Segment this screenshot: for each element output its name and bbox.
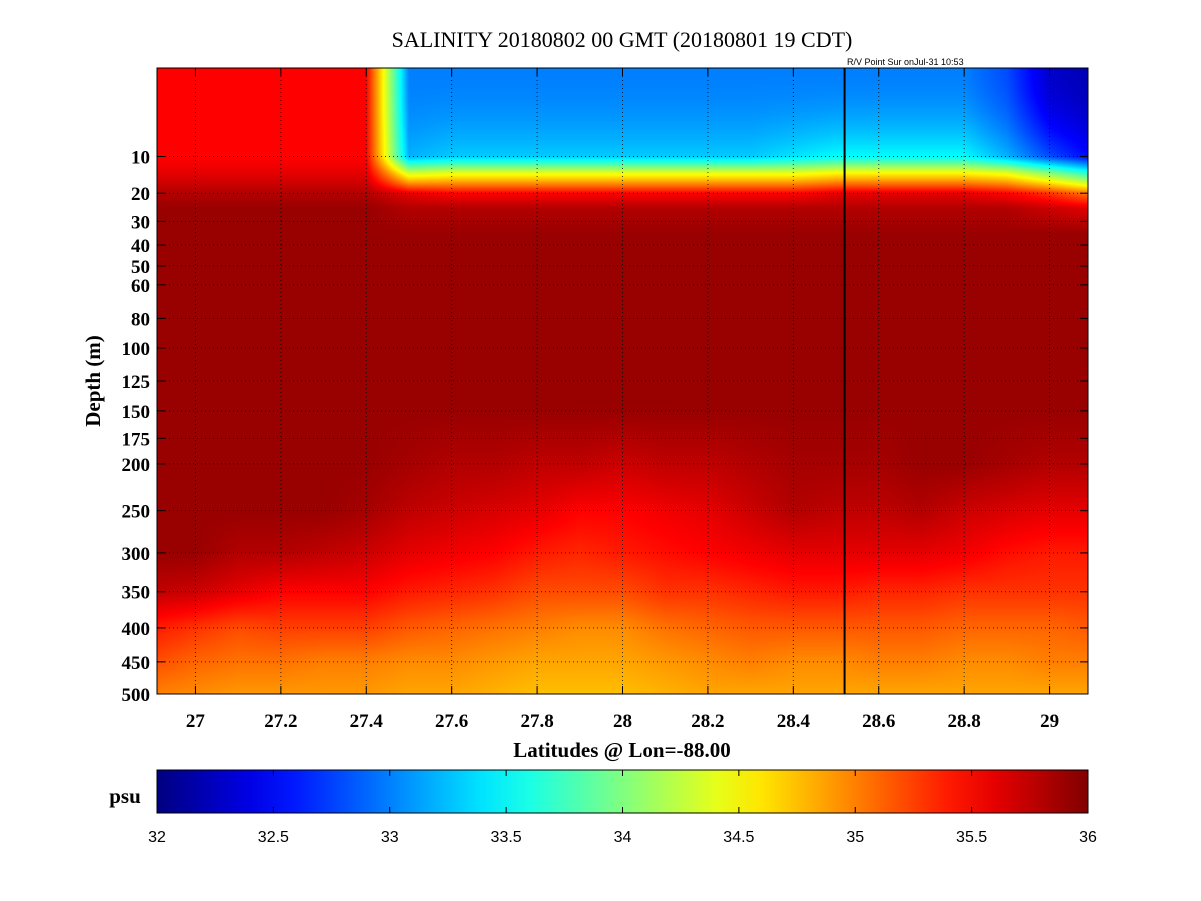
colorbar bbox=[156, 769, 1089, 814]
y-tick-label: 350 bbox=[122, 583, 151, 604]
colorbar-label: psu bbox=[109, 784, 141, 808]
y-tick-label: 300 bbox=[122, 544, 151, 565]
x-tick-label: 28 bbox=[613, 711, 632, 732]
colorbar-tick-label: 32.5 bbox=[258, 829, 289, 846]
x-tick-label: 27.6 bbox=[435, 711, 468, 732]
x-tick-label: 27 bbox=[186, 711, 206, 732]
y-tick-label: 250 bbox=[122, 502, 151, 523]
vessel-annotation: R/V Point Sur onJul-31 10:53 bbox=[847, 57, 964, 67]
x-axis-ticks: 27 27.2 27.4 27.6 27.8 28 28.2 28.4 28.6 28.8 29 bbox=[186, 68, 1059, 732]
y-tick-label: 200 bbox=[122, 455, 151, 476]
y-tick-label: 50 bbox=[131, 257, 150, 278]
colorbar-tick-label: 34 bbox=[614, 829, 632, 846]
colorbar-tick-label: 35 bbox=[846, 829, 864, 846]
x-tick-label: 29 bbox=[1040, 711, 1059, 732]
y-tick-label: 10 bbox=[131, 148, 150, 169]
y-tick-label: 400 bbox=[122, 619, 151, 640]
y-tick-label: 30 bbox=[131, 212, 150, 233]
colorbar-tick-label: 35.5 bbox=[956, 829, 987, 846]
y-tick-label: 40 bbox=[131, 236, 150, 257]
x-tick-label: 28.8 bbox=[948, 711, 981, 732]
colorbar-tick-label: 32 bbox=[148, 829, 166, 846]
y-tick-label: 175 bbox=[122, 429, 151, 450]
x-axis-label: Latitudes @ Lon=-88.00 bbox=[513, 738, 731, 762]
y-tick-label: 80 bbox=[131, 309, 150, 330]
chart-title: SALINITY 20180802 00 GMT (20180801 19 CD… bbox=[392, 27, 853, 52]
grid-lines bbox=[157, 68, 1088, 695]
colorbar-tick-label: 33 bbox=[381, 829, 399, 846]
colorbar-tick-label: 33.5 bbox=[491, 829, 522, 846]
x-tick-label: 28.2 bbox=[691, 711, 724, 732]
y-tick-label: 500 bbox=[122, 685, 151, 706]
y-tick-label: 150 bbox=[122, 402, 151, 423]
y-tick-label: 125 bbox=[122, 372, 151, 393]
x-tick-label: 27.8 bbox=[520, 711, 553, 732]
y-tick-label: 20 bbox=[131, 184, 150, 205]
x-tick-label: 28.4 bbox=[777, 711, 811, 732]
y-axis-label: Depth (m) bbox=[81, 335, 105, 427]
y-tick-label: 100 bbox=[122, 339, 151, 360]
y-tick-label: 450 bbox=[122, 653, 151, 674]
x-tick-label: 27.4 bbox=[350, 711, 384, 732]
y-tick-label: 60 bbox=[131, 276, 150, 297]
colorbar-tick-label: 36 bbox=[1079, 829, 1097, 846]
x-tick-label: 27.2 bbox=[264, 711, 297, 732]
colorbar-tick-label: 34.5 bbox=[723, 829, 754, 846]
colorbar-ticks: 32 32.5 33 33.5 34 34.5 35 35.5 36 bbox=[148, 770, 1097, 846]
x-tick-label: 28.6 bbox=[862, 711, 895, 732]
